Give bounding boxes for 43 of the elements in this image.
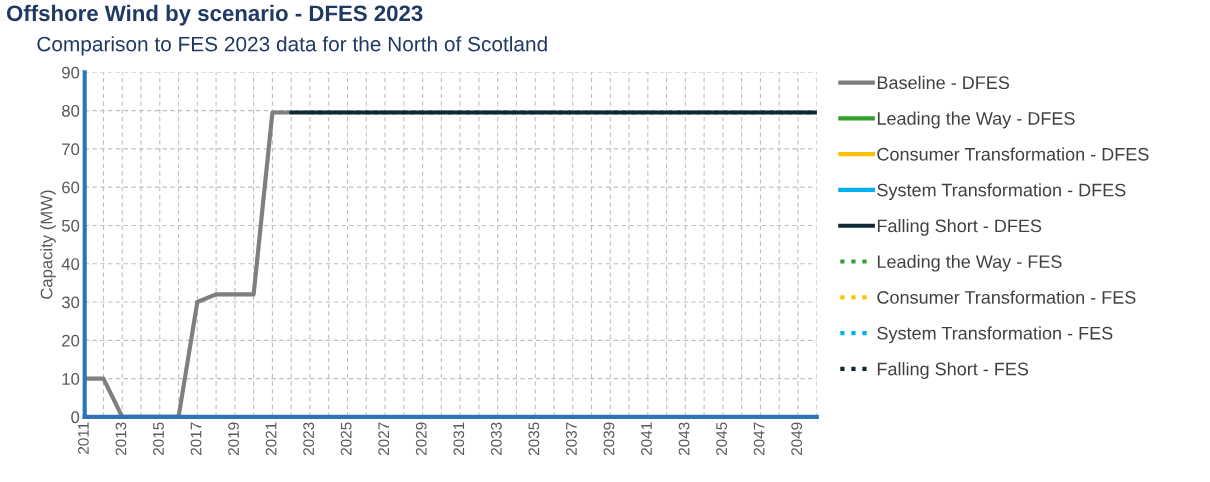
y-tick-label: 50: [61, 219, 80, 232]
legend-label: Falling Short - DFES: [877, 218, 1042, 236]
y-axis-title: Capacity (MW): [40, 190, 56, 299]
legend-label: Baseline - DFES: [877, 75, 1010, 90]
x-tick-label: 2047: [753, 422, 765, 456]
y-tick-label: 70: [62, 143, 80, 156]
x-tick-label: 2017: [190, 422, 202, 456]
x-tick-label: 2021: [265, 422, 277, 456]
x-tick-label: 2023: [303, 422, 315, 456]
legend-label: Falling Short - FES: [877, 362, 1029, 379]
x-tick-label: 2043: [678, 422, 690, 456]
legend-label: Consumer Transformation - FES: [877, 290, 1136, 304]
x-tick-label: 2019: [228, 422, 239, 456]
x-tick-label: 2011: [77, 422, 89, 454]
x-tick-label: 2037: [566, 422, 577, 456]
legend-label: Leading the Way - DFES: [877, 111, 1075, 129]
x-tick-label: 2035: [528, 422, 540, 456]
y-tick-label: 20: [62, 334, 80, 347]
x-tick-label: 2039: [603, 422, 615, 456]
x-tick-label: 2041: [641, 422, 652, 456]
y-tick-label: 60: [62, 181, 80, 194]
legend-label: Consumer Transformation - DFES: [877, 147, 1149, 161]
y-tick-label: 40: [61, 258, 80, 270]
line-series: [84, 110, 294, 417]
x-tick-label: 2049: [791, 422, 803, 456]
y-tick-label: 80: [62, 104, 80, 117]
x-tick-label: 2025: [340, 422, 352, 456]
y-tick-label: 90: [62, 66, 80, 79]
x-tick-label: 2013: [115, 422, 127, 456]
x-tick-label: 2031: [453, 422, 465, 456]
chart-subtitle: Comparison to FES 2023 data for the North of Scotland: [37, 36, 547, 56]
x-tick-label: 2033: [490, 422, 502, 456]
legend-label: Leading the Way - FES: [877, 254, 1062, 272]
x-tick-label: 2029: [415, 422, 427, 456]
x-tick-label: 2027: [378, 422, 390, 456]
y-tick-label: 30: [61, 296, 80, 309]
x-tick-label: 2015: [153, 422, 164, 456]
legend-label: System Transformation - DFES: [877, 183, 1126, 201]
legend-label: System Transformation - FES: [877, 326, 1113, 344]
chart-title: Offshore Wind by scenario - DFES 2023: [6, 4, 423, 26]
y-tick-label: 0: [71, 411, 80, 424]
y-tick-label: 10: [62, 373, 80, 385]
x-tick-label: 2045: [716, 422, 727, 456]
